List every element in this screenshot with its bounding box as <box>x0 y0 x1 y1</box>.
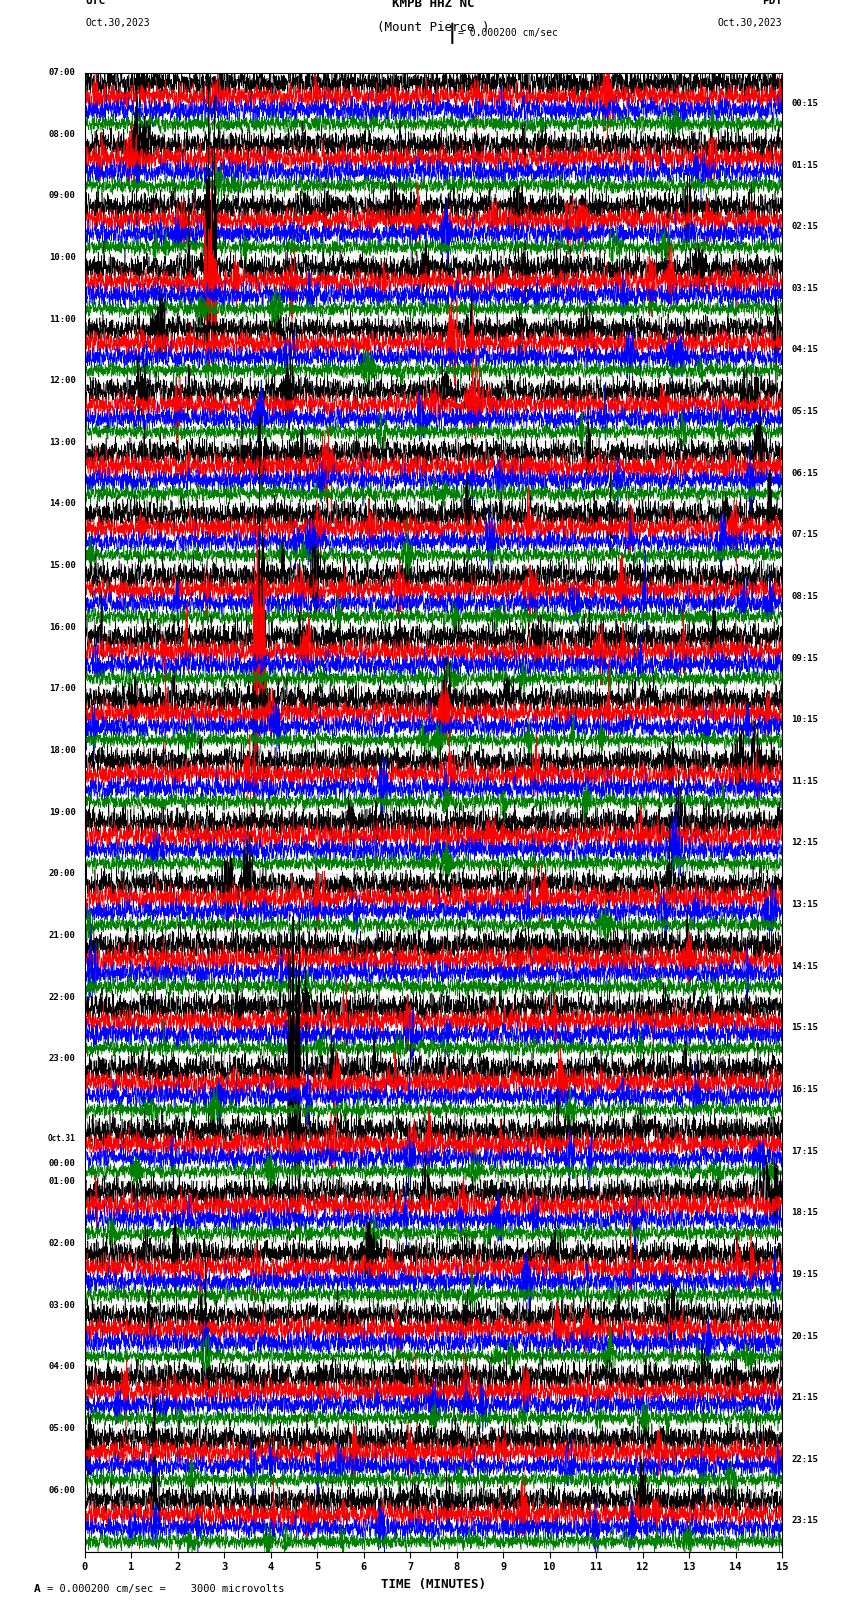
Text: = 0.000200 cm/sec: = 0.000200 cm/sec <box>458 29 558 39</box>
Text: 13:00: 13:00 <box>48 437 76 447</box>
Text: 22:00: 22:00 <box>48 992 76 1002</box>
X-axis label: TIME (MINUTES): TIME (MINUTES) <box>381 1578 486 1590</box>
Text: 15:15: 15:15 <box>791 1023 819 1032</box>
Text: 09:15: 09:15 <box>791 653 819 663</box>
Text: PDT: PDT <box>762 0 782 6</box>
Text: = 0.000200 cm/sec =    3000 microvolts: = 0.000200 cm/sec = 3000 microvolts <box>47 1584 284 1594</box>
Text: 09:00: 09:00 <box>48 192 76 200</box>
Text: 17:15: 17:15 <box>791 1147 819 1155</box>
Text: 07:00: 07:00 <box>48 68 76 77</box>
Text: 14:15: 14:15 <box>791 961 819 971</box>
Text: 23:00: 23:00 <box>48 1055 76 1063</box>
Text: Oct.30,2023: Oct.30,2023 <box>717 18 782 27</box>
Text: 23:15: 23:15 <box>791 1516 819 1526</box>
Text: Oct.30,2023: Oct.30,2023 <box>85 18 150 27</box>
Text: 05:15: 05:15 <box>791 406 819 416</box>
Text: 01:00: 01:00 <box>48 1177 76 1187</box>
Text: Oct.31: Oct.31 <box>48 1134 76 1144</box>
Text: 08:00: 08:00 <box>48 129 76 139</box>
Text: 13:15: 13:15 <box>791 900 819 910</box>
Text: 08:15: 08:15 <box>791 592 819 602</box>
Text: 04:00: 04:00 <box>48 1363 76 1371</box>
Text: 00:00: 00:00 <box>48 1158 76 1168</box>
Text: 02:15: 02:15 <box>791 223 819 231</box>
Text: 20:00: 20:00 <box>48 869 76 877</box>
Text: 22:15: 22:15 <box>791 1455 819 1463</box>
Text: 11:15: 11:15 <box>791 777 819 786</box>
Text: 06:00: 06:00 <box>48 1486 76 1495</box>
Text: 15:00: 15:00 <box>48 561 76 569</box>
Text: 10:00: 10:00 <box>48 253 76 261</box>
Text: 18:00: 18:00 <box>48 747 76 755</box>
Text: 19:15: 19:15 <box>791 1269 819 1279</box>
Text: 03:15: 03:15 <box>791 284 819 294</box>
Text: UTC: UTC <box>85 0 105 6</box>
Text: KMPB HHZ NC: KMPB HHZ NC <box>392 0 475 10</box>
Text: 05:00: 05:00 <box>48 1424 76 1432</box>
Text: 11:00: 11:00 <box>48 315 76 324</box>
Text: 00:15: 00:15 <box>791 98 819 108</box>
Text: 16:15: 16:15 <box>791 1086 819 1094</box>
Text: 17:00: 17:00 <box>48 684 76 694</box>
Text: 14:00: 14:00 <box>48 500 76 508</box>
Text: A: A <box>34 1584 41 1594</box>
Text: 04:15: 04:15 <box>791 345 819 355</box>
Text: 02:00: 02:00 <box>48 1239 76 1248</box>
Text: 19:00: 19:00 <box>48 808 76 816</box>
Text: 12:15: 12:15 <box>791 839 819 847</box>
Text: 07:15: 07:15 <box>791 531 819 539</box>
Text: 21:15: 21:15 <box>791 1394 819 1402</box>
Text: 03:00: 03:00 <box>48 1300 76 1310</box>
Text: 12:00: 12:00 <box>48 376 76 386</box>
Text: 20:15: 20:15 <box>791 1331 819 1340</box>
Text: 10:15: 10:15 <box>791 715 819 724</box>
Text: 16:00: 16:00 <box>48 623 76 632</box>
Text: 01:15: 01:15 <box>791 161 819 169</box>
Text: 06:15: 06:15 <box>791 469 819 477</box>
Text: (Mount Pierce ): (Mount Pierce ) <box>377 21 490 34</box>
Text: 21:00: 21:00 <box>48 931 76 940</box>
Text: 18:15: 18:15 <box>791 1208 819 1218</box>
